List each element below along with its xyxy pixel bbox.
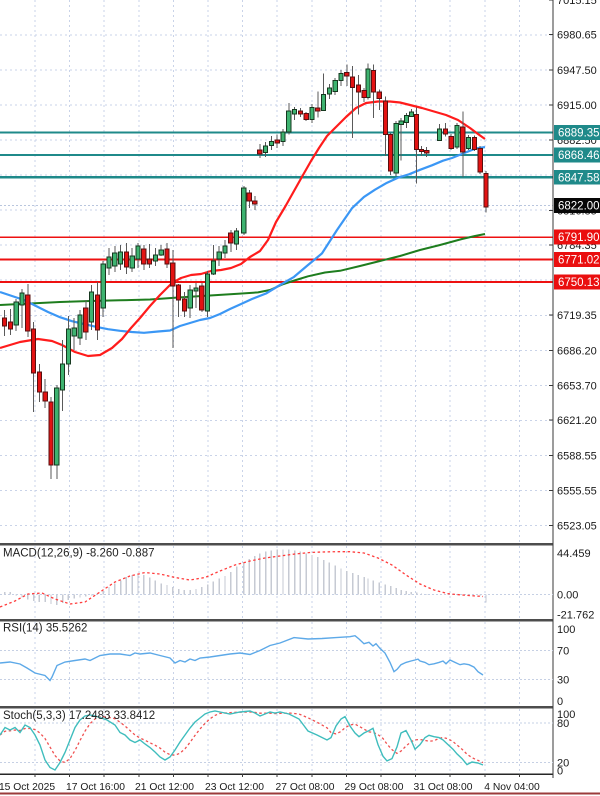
svg-text:6791.90: 6791.90 <box>558 232 600 244</box>
svg-text:4 Nov 04:00: 4 Nov 04:00 <box>484 782 540 793</box>
svg-text:27 Oct 08:00: 27 Oct 08:00 <box>276 782 335 793</box>
svg-text:6822.00: 6822.00 <box>558 200 600 212</box>
svg-text:6523.05: 6523.05 <box>557 521 597 533</box>
svg-text:0: 0 <box>557 696 563 708</box>
svg-text:0: 0 <box>557 766 563 778</box>
svg-text:21 Oct 12:00: 21 Oct 12:00 <box>135 782 194 793</box>
svg-text:17 Oct 16:00: 17 Oct 16:00 <box>66 782 125 793</box>
svg-text:80: 80 <box>557 718 569 730</box>
svg-text:7015.15: 7015.15 <box>557 0 597 7</box>
svg-text:0.00: 0.00 <box>557 590 578 602</box>
svg-text:6847.58: 6847.58 <box>558 172 600 184</box>
svg-text:6980.65: 6980.65 <box>557 30 597 42</box>
svg-text:6588.55: 6588.55 <box>557 450 597 462</box>
svg-text:100: 100 <box>557 624 575 636</box>
svg-text:6915.00: 6915.00 <box>557 100 597 112</box>
svg-text:6868.46: 6868.46 <box>558 150 600 162</box>
svg-text:6621.20: 6621.20 <box>557 415 597 427</box>
svg-text:6771.02: 6771.02 <box>558 255 600 267</box>
svg-text:6653.70: 6653.70 <box>557 380 597 392</box>
svg-text:6750.13: 6750.13 <box>558 277 600 289</box>
svg-text:6947.50: 6947.50 <box>557 65 597 77</box>
svg-text:100: 100 <box>557 709 575 721</box>
svg-text:70: 70 <box>557 646 569 658</box>
svg-text:23 Oct 12:00: 23 Oct 12:00 <box>205 782 264 793</box>
svg-text:44.459: 44.459 <box>557 548 591 560</box>
svg-text:20: 20 <box>557 758 569 770</box>
svg-text:6555.55: 6555.55 <box>557 486 597 498</box>
svg-text:30: 30 <box>557 675 569 687</box>
svg-text:29 Oct 08:00: 29 Oct 08:00 <box>345 782 404 793</box>
svg-text:MACD(12,26,9) -8.260 -0.887: MACD(12,26,9) -8.260 -0.887 <box>3 548 155 560</box>
svg-text:6889.35: 6889.35 <box>558 128 600 140</box>
svg-text:6686.20: 6686.20 <box>557 346 597 358</box>
svg-text:15 Oct 2025: 15 Oct 2025 <box>0 782 55 793</box>
svg-text:-21.762: -21.762 <box>557 609 594 621</box>
svg-text:6719.35: 6719.35 <box>557 310 597 322</box>
svg-text:Stoch(5,3,3) 17.2483 33.8412: Stoch(5,3,3) 17.2483 33.8412 <box>3 710 155 722</box>
svg-text:31 Oct 08:00: 31 Oct 08:00 <box>414 782 473 793</box>
svg-text:RSI(14) 35.5262: RSI(14) 35.5262 <box>3 623 87 635</box>
